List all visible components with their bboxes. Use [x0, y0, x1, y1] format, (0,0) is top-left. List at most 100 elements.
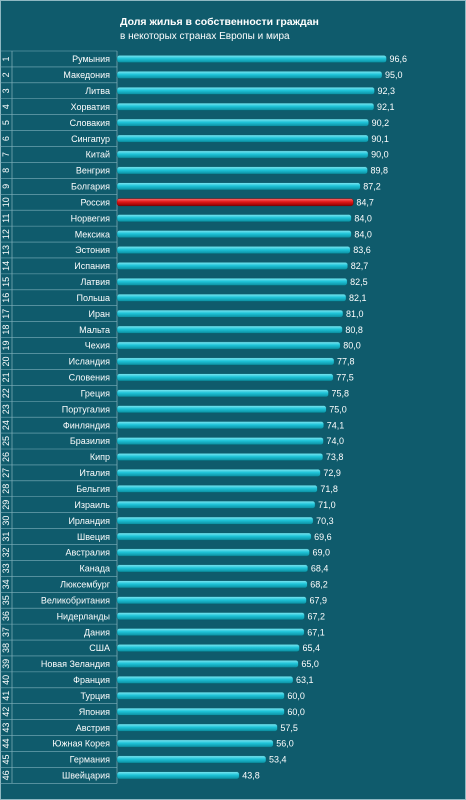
bar — [116, 485, 318, 493]
category-label: Германия — [70, 755, 110, 765]
rank-label: 23 — [1, 404, 11, 414]
value-label: 84,7 — [356, 197, 374, 207]
category-label: Литва — [85, 86, 110, 96]
category-label: США — [89, 643, 110, 653]
bar — [116, 198, 354, 207]
bar — [116, 532, 312, 541]
rank-label: 45 — [1, 754, 11, 764]
rank-label: 3 — [1, 88, 11, 93]
value-label: 53,4 — [269, 755, 287, 765]
value-label: 68,4 — [311, 564, 329, 574]
rank-label: 13 — [1, 245, 11, 255]
rank-label: 5 — [1, 120, 11, 125]
rank-label: 40 — [1, 675, 11, 685]
rank-label: 32 — [1, 547, 11, 557]
category-label: Бразилия — [70, 436, 110, 446]
value-label: 69,6 — [314, 532, 332, 542]
rank-label: 43 — [1, 723, 11, 733]
value-label: 68,2 — [310, 580, 328, 590]
category-label: Греция — [81, 388, 111, 398]
bar — [116, 548, 310, 557]
bar — [116, 564, 309, 573]
bar — [116, 262, 348, 270]
category-label: Мальта — [79, 325, 110, 335]
value-label: 80,0 — [343, 341, 361, 351]
category-label: Ирландия — [68, 516, 110, 526]
category-label: Чехия — [85, 341, 110, 351]
category-label: Кипр — [90, 452, 110, 462]
rank-label: 18 — [1, 325, 11, 335]
rank-label: 28 — [1, 484, 11, 494]
bar — [116, 325, 343, 334]
category-label: Финляндия — [63, 420, 110, 430]
rank-label: 11 — [1, 213, 11, 222]
category-label: Канада — [80, 564, 110, 574]
bar — [116, 580, 308, 589]
value-label: 63,1 — [296, 675, 314, 685]
bar — [116, 453, 324, 461]
rank-label: 35 — [1, 595, 11, 605]
bar — [116, 357, 335, 366]
rank-label: 42 — [1, 707, 11, 717]
rank-label: 26 — [1, 452, 11, 462]
rank-label: 38 — [1, 643, 11, 653]
value-label: 87,2 — [363, 182, 381, 192]
rank-label: 24 — [1, 420, 11, 430]
category-label: Израиль — [74, 500, 110, 510]
bar — [116, 676, 294, 684]
value-label: 75,8 — [331, 388, 349, 398]
value-label: 69,0 — [313, 548, 331, 558]
rank-label: 1 — [1, 56, 11, 61]
category-label: Словения — [69, 373, 111, 383]
bar — [116, 516, 314, 525]
bar — [116, 182, 361, 191]
value-label: 56,0 — [276, 739, 294, 749]
chart-title: Доля жилья в собственности граждан — [120, 16, 319, 28]
bar — [116, 166, 368, 175]
rank-label: 30 — [1, 516, 11, 526]
category-label: Франция — [73, 675, 110, 685]
bar — [116, 55, 387, 63]
bar — [116, 373, 334, 382]
bar — [116, 437, 324, 445]
value-label: 73,8 — [326, 452, 344, 462]
rank-label: 14 — [1, 261, 11, 271]
value-label: 77,5 — [336, 373, 354, 383]
rank-label: 17 — [1, 309, 11, 319]
value-label: 74,0 — [326, 436, 344, 446]
bar — [116, 612, 305, 620]
value-label: 70,3 — [316, 516, 334, 526]
bar — [116, 469, 321, 477]
rank-label: 31 — [1, 532, 11, 542]
category-label: Россия — [80, 197, 110, 207]
bar — [116, 278, 348, 286]
rank-label: 27 — [1, 468, 11, 478]
category-label: Македония — [63, 70, 110, 80]
rank-label: 15 — [1, 277, 11, 287]
rank-label: 44 — [1, 739, 11, 749]
category-label: Исландия — [69, 357, 110, 367]
bar — [116, 723, 278, 732]
value-label: 90,1 — [371, 134, 389, 144]
rank-label: 7 — [1, 152, 11, 157]
bar — [116, 596, 307, 605]
bar — [116, 771, 240, 780]
value-label: 84,0 — [354, 213, 372, 223]
bar — [116, 118, 369, 127]
category-label: Латвия — [80, 277, 110, 287]
category-label: Болгария — [71, 182, 110, 192]
rank-label: 29 — [1, 500, 11, 510]
category-label: Нидерланды — [57, 611, 110, 621]
category-label: Япония — [79, 707, 110, 717]
bar — [116, 102, 375, 111]
value-label: 65,4 — [302, 643, 320, 653]
bar — [116, 134, 369, 143]
rank-label: 33 — [1, 563, 11, 573]
category-label: Словакия — [70, 118, 111, 128]
category-label: Румыния — [72, 54, 110, 64]
category-label: Бельгия — [76, 484, 110, 494]
bar — [116, 644, 300, 652]
bar — [116, 341, 341, 350]
value-label: 60,0 — [287, 691, 305, 701]
